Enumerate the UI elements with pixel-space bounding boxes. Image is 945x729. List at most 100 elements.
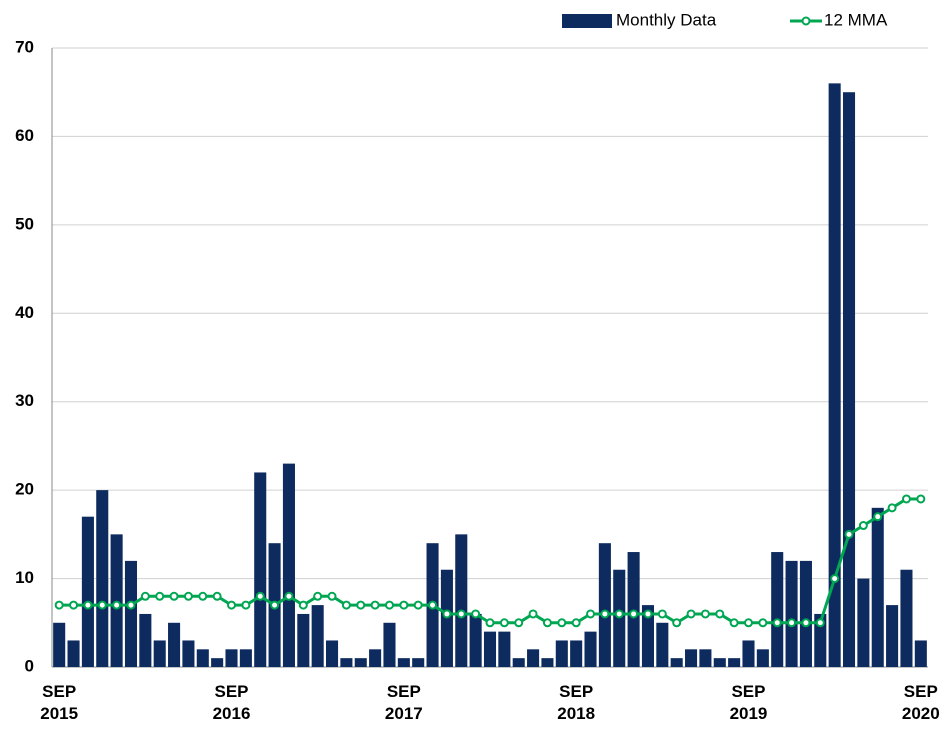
- bar: [699, 649, 712, 667]
- bar: [369, 649, 382, 667]
- bar: [886, 605, 899, 667]
- line-marker: [442, 609, 452, 619]
- bar: [527, 649, 540, 667]
- bar: [383, 622, 396, 667]
- line-marker: [571, 618, 581, 628]
- bar: [555, 640, 568, 667]
- bar: [670, 658, 683, 667]
- bar: [282, 463, 295, 667]
- bar: [799, 560, 812, 667]
- line-marker: [743, 618, 753, 628]
- x-tick-label: SEP 2020: [901, 682, 940, 723]
- bar: [541, 658, 554, 667]
- bar: [139, 613, 152, 667]
- bar: [455, 534, 468, 667]
- bar: [297, 613, 310, 667]
- y-tick-label: 10: [15, 568, 34, 587]
- bar: [153, 640, 166, 667]
- line-marker: [657, 609, 667, 619]
- bar: [340, 658, 353, 667]
- line-marker: [758, 618, 768, 628]
- bar: [685, 649, 698, 667]
- bar: [814, 613, 827, 667]
- line-marker: [370, 600, 380, 610]
- bar: [483, 631, 497, 667]
- y-tick-label: 0: [25, 656, 34, 675]
- line-marker: [858, 521, 868, 531]
- bar: [512, 658, 525, 667]
- line-marker: [557, 618, 567, 628]
- bar: [771, 552, 784, 667]
- bar: [713, 658, 726, 667]
- line-marker: [97, 600, 107, 610]
- x-tick-label: SEP 2019: [729, 682, 768, 723]
- y-tick-label: 30: [15, 391, 34, 410]
- line-marker: [327, 591, 337, 601]
- bar: [96, 490, 109, 667]
- bar: [584, 631, 597, 667]
- line-marker: [83, 600, 93, 610]
- line-marker: [700, 609, 710, 619]
- bar: [914, 640, 927, 667]
- bar: [211, 658, 224, 667]
- line-marker: [873, 512, 883, 522]
- line-marker: [198, 591, 208, 601]
- line-marker: [313, 591, 323, 601]
- x-tick-label: SEP 2016: [212, 682, 251, 723]
- line-marker: [471, 609, 481, 619]
- bar: [900, 569, 913, 667]
- bar: [598, 543, 611, 667]
- bar: [742, 640, 755, 667]
- line-marker: [356, 600, 366, 610]
- bar: [196, 649, 209, 667]
- line-marker: [499, 618, 509, 628]
- line-marker: [643, 609, 653, 619]
- bar: [756, 649, 769, 667]
- bar: [857, 578, 870, 667]
- line-marker: [830, 574, 840, 584]
- line-marker: [528, 609, 538, 619]
- line-marker: [514, 618, 524, 628]
- bar: [570, 640, 583, 667]
- line-marker: [413, 600, 423, 610]
- legend-label: Monthly Data: [616, 10, 717, 29]
- line-marker: [586, 609, 596, 619]
- line-marker: [140, 591, 150, 601]
- y-tick-label: 40: [15, 303, 34, 322]
- line-marker: [600, 609, 610, 619]
- bar: [53, 622, 66, 667]
- bar: [842, 92, 856, 667]
- line-marker: [270, 600, 280, 610]
- line-marker: [126, 600, 136, 610]
- bar: [498, 631, 511, 667]
- line-marker: [772, 618, 782, 628]
- line-marker: [241, 600, 251, 610]
- x-tick-label: SEP 2017: [384, 682, 423, 723]
- bar: [326, 640, 339, 667]
- line-marker: [916, 494, 926, 504]
- line-marker: [399, 600, 409, 610]
- line-marker: [485, 618, 495, 628]
- x-tick-label: SEP 2018: [557, 682, 596, 723]
- line-marker: [69, 600, 79, 610]
- legend-swatch: [562, 14, 612, 28]
- line-marker: [183, 591, 193, 601]
- bar: [828, 83, 841, 667]
- line-marker: [169, 591, 179, 601]
- bar: [239, 649, 252, 667]
- line-marker: [54, 600, 64, 610]
- line-marker: [901, 494, 911, 504]
- line-marker: [787, 618, 797, 628]
- line-marker: [729, 618, 739, 628]
- line-marker: [887, 503, 897, 513]
- bar: [728, 658, 741, 667]
- line-marker: [255, 591, 265, 601]
- line-marker: [298, 600, 308, 610]
- line-marker: [614, 609, 624, 619]
- bar: [225, 649, 238, 667]
- x-tick-label: SEP 2015: [40, 682, 79, 723]
- bar: [469, 613, 482, 667]
- line-marker: [341, 600, 351, 610]
- legend-marker: [801, 16, 811, 26]
- bar: [81, 516, 94, 667]
